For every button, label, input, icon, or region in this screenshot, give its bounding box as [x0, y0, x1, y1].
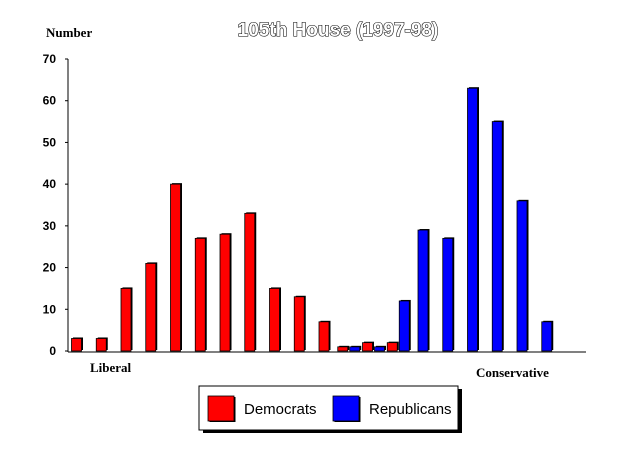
y-axis-label: Number: [46, 25, 92, 40]
y-tick-label: 20: [43, 261, 57, 275]
axes-group: 0 10 20 30 40 50 60 70: [43, 52, 586, 358]
legend-swatch-democrats: [207, 395, 235, 422]
republicans-bar: [417, 229, 429, 352]
legend: Democrats Republicans: [198, 385, 462, 433]
democrats-bar: [293, 296, 305, 352]
y-tick-label: 10: [43, 302, 57, 316]
republicans-bar: [442, 237, 454, 352]
democrats-bar: [95, 338, 107, 352]
democrats-bar: [170, 183, 181, 352]
bars-group: [71, 87, 554, 352]
republicans-bar: [349, 346, 361, 352]
democrats-bar: [337, 346, 349, 352]
democrats-bar: [145, 262, 157, 352]
legend-label-republicans: Republicans: [369, 401, 452, 418]
y-tick-label: 70: [43, 52, 57, 66]
legend-label-democrats: Democrats: [244, 401, 317, 418]
x-axis-start-label: Liberal: [90, 360, 132, 375]
democrats-bar: [219, 233, 231, 352]
republicans-bar: [467, 87, 478, 352]
legend-box: [198, 385, 459, 431]
democrats-bar: [71, 338, 82, 352]
democrats-bar: [120, 288, 132, 352]
y-tick-label: 40: [43, 177, 57, 191]
y-tick-label: 30: [43, 219, 57, 233]
chart-title: 105th House (1997-98): [238, 20, 439, 41]
republicans-bar: [398, 300, 410, 352]
republicans-bar: [374, 346, 385, 352]
republicans-bar: [516, 200, 528, 352]
legend-swatch-republicans: [332, 395, 360, 422]
y-tick-label: 50: [43, 135, 57, 149]
y-tick-label: 60: [43, 94, 57, 108]
y-tick-label: 0: [49, 344, 56, 358]
democrats-bar: [386, 342, 398, 352]
democrats-bar: [244, 212, 256, 352]
republicans-bar: [491, 121, 503, 352]
democrats-bar: [362, 342, 373, 352]
republicans-bar: [541, 321, 553, 352]
democrats-bar: [318, 321, 330, 352]
democrats-bar: [269, 288, 280, 352]
x-axis-end-label: Conservative: [476, 365, 549, 380]
democrats-bar: [194, 237, 206, 352]
